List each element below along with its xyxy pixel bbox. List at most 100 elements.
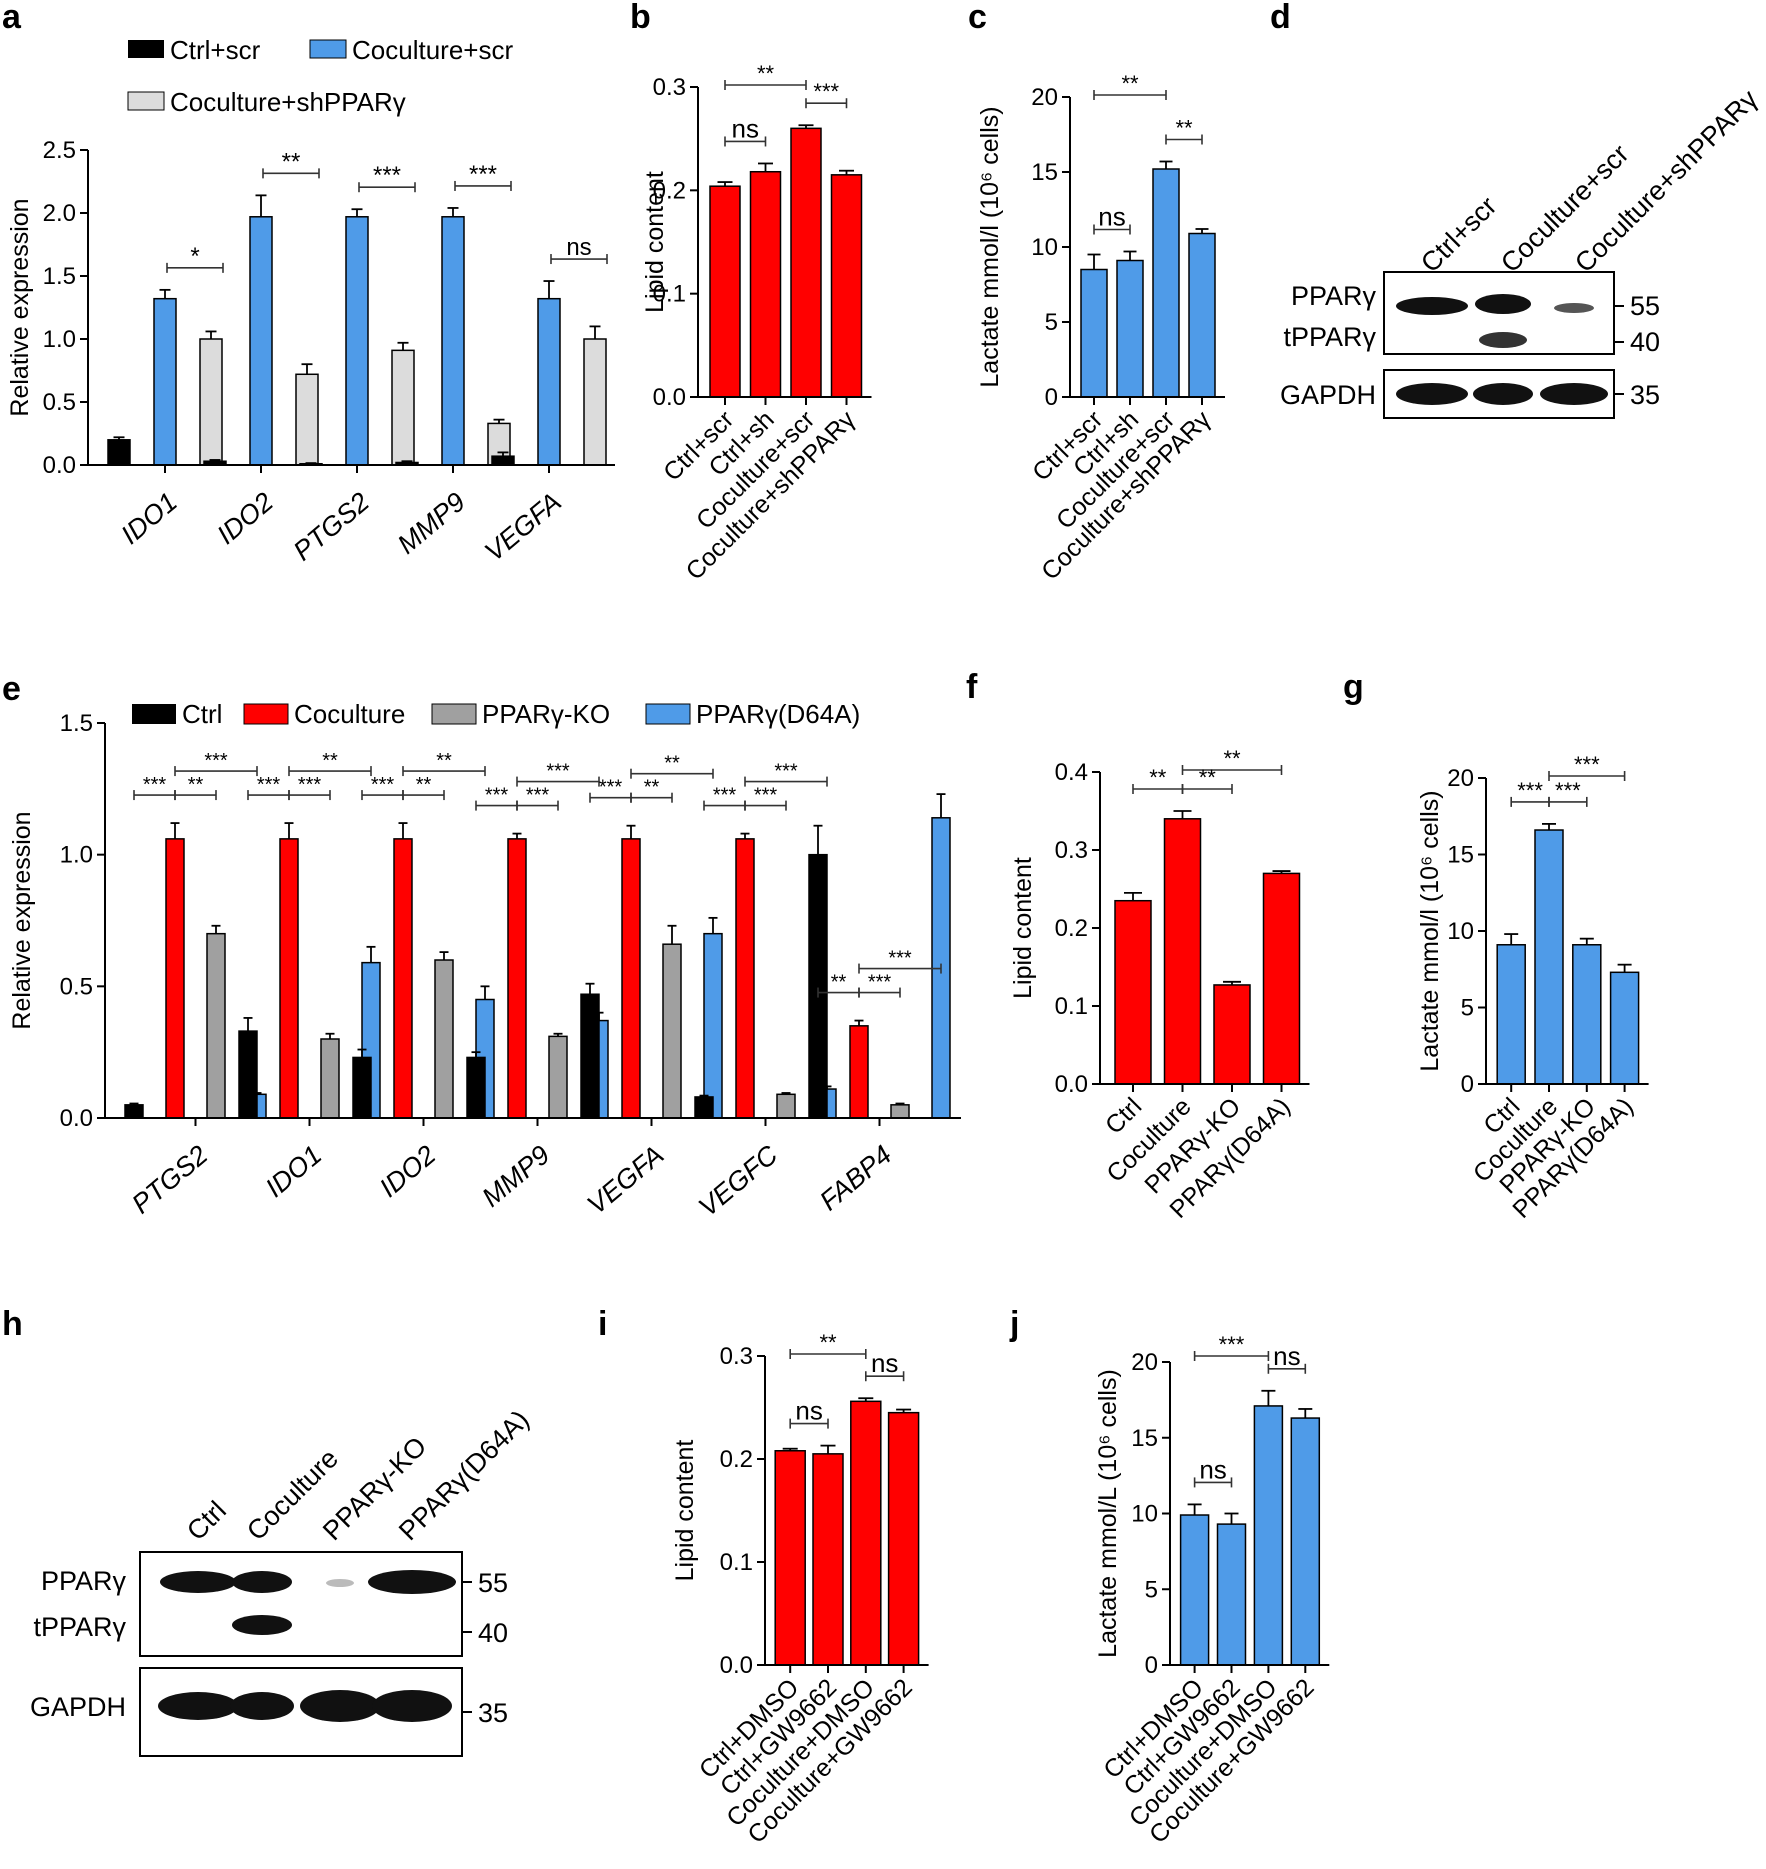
y-tick-label: 15	[1031, 159, 1058, 186]
legend-swatch-ctrl-scr	[128, 40, 164, 58]
y-tick-label: 15	[1131, 1425, 1158, 1452]
bar	[1116, 259, 1144, 398]
bar	[1496, 944, 1526, 1085]
blot-h-band	[232, 1615, 292, 1635]
sig-label: ***	[1517, 778, 1543, 803]
x-tick-label: VEGFA	[581, 1140, 669, 1221]
sig-label: **	[757, 61, 775, 86]
bar	[694, 1096, 714, 1119]
y-tick-label: 0	[1461, 1071, 1474, 1098]
sig-label: **	[436, 750, 452, 772]
bar	[537, 297, 561, 466]
blot-d-band	[1396, 297, 1468, 315]
x-tick-label: VEGFA	[479, 487, 567, 568]
sig-label: ***	[754, 785, 778, 807]
blot-h-band	[160, 1571, 236, 1593]
y-tick-label: 0.4	[1055, 759, 1088, 786]
legend-swatch-ppar-d64a	[645, 703, 691, 725]
bar	[703, 932, 723, 1119]
sig-label: ns	[871, 1348, 898, 1378]
sig-label: ns	[1098, 202, 1125, 232]
panel-label-g: g	[1343, 668, 1364, 706]
blot-d-band	[1475, 294, 1531, 314]
bar	[583, 338, 607, 466]
bar	[890, 1104, 910, 1119]
bar	[1290, 1417, 1321, 1666]
sig-label: **	[1223, 746, 1241, 771]
bar	[199, 338, 223, 466]
legend-label-ctrl-scr: Ctrl+scr	[170, 35, 261, 65]
y-tick-label: 0.3	[720, 1343, 753, 1370]
sig-label: **	[819, 1330, 837, 1355]
sig-label: ns	[795, 1396, 822, 1426]
panel-label-d: d	[1270, 0, 1291, 36]
y-tick-label: 0.3	[1055, 837, 1088, 864]
sig-label: ***	[298, 774, 322, 796]
sig-label: **	[1199, 765, 1217, 790]
y-axis-label: Lipid content	[1009, 857, 1037, 999]
bar	[295, 373, 319, 466]
y-tick-label: 0.1	[653, 281, 686, 308]
bar	[1609, 971, 1640, 1085]
legend-swatch-coculture-sh	[127, 91, 165, 111]
bar	[850, 1400, 882, 1666]
blot-h-band	[232, 1571, 292, 1593]
bar	[1534, 829, 1564, 1085]
y-tick-label: 0.0	[43, 452, 76, 479]
bar	[830, 174, 863, 398]
bar	[662, 943, 682, 1119]
blot-d-marker: 40	[1630, 327, 1660, 357]
blot-h-band	[372, 1690, 452, 1722]
bar	[776, 1093, 796, 1119]
y-tick-label: 0.1	[1055, 993, 1088, 1020]
x-tick-label: IDO1	[115, 487, 183, 550]
blot-h-lane-label: PPARγ(D64A)	[393, 1404, 535, 1546]
sig-label: ***	[868, 972, 892, 994]
y-tick-label: 0.0	[653, 384, 686, 411]
y-tick-label: 0	[1145, 1652, 1158, 1679]
sig-label: ***	[371, 774, 395, 796]
sig-label: *	[190, 243, 199, 270]
sig-label: ***	[1574, 752, 1600, 777]
bar	[887, 1411, 920, 1666]
y-tick-label: 1.5	[43, 263, 76, 290]
y-tick-label: 1.0	[60, 842, 93, 869]
bar	[491, 455, 515, 466]
y-tick-label: 0	[1045, 384, 1058, 411]
y-tick-label: 1.5	[60, 710, 93, 737]
bar	[434, 959, 454, 1119]
bar	[812, 1453, 844, 1666]
sig-label: ns	[1199, 1454, 1226, 1484]
chart-panel-a: 0.0 0.5 1.0 1.5 2.0 2.5 Relative expression IDO…	[6, 137, 615, 567]
sig-label: **	[1175, 116, 1193, 141]
bar	[1188, 232, 1216, 398]
bar	[774, 1450, 806, 1666]
y-tick-label: 0.0	[60, 1105, 93, 1132]
sig-label: ***	[888, 948, 912, 970]
y-tick-label: 10	[1131, 1501, 1158, 1528]
blot-h-marker: 35	[478, 1698, 508, 1728]
bar	[749, 170, 782, 398]
bar	[580, 993, 600, 1119]
bar	[1179, 1514, 1210, 1666]
bar	[1213, 984, 1251, 1085]
blot-d-lane-label: Coculture+scr	[1495, 139, 1635, 279]
legend-swatch-ctrl	[132, 704, 176, 724]
y-tick-label: 0.0	[1055, 1071, 1088, 1098]
y-tick-label: 0.5	[43, 389, 76, 416]
panel-label-a: a	[2, 0, 22, 36]
blot-h-band	[326, 1579, 354, 1587]
y-tick-label: 5	[1145, 1576, 1158, 1603]
sig-label: ***	[713, 785, 737, 807]
bar	[1253, 1405, 1284, 1666]
bar	[345, 216, 369, 466]
bar	[735, 838, 755, 1119]
sig-label: ***	[599, 777, 623, 799]
blot-h-membrane-top	[139, 1551, 463, 1657]
legend-a: Ctrl+scr Coculture+scr Coculture+shPPARγ	[127, 35, 513, 117]
sig-label: ***	[546, 761, 570, 783]
sig-label: ns	[566, 234, 591, 261]
